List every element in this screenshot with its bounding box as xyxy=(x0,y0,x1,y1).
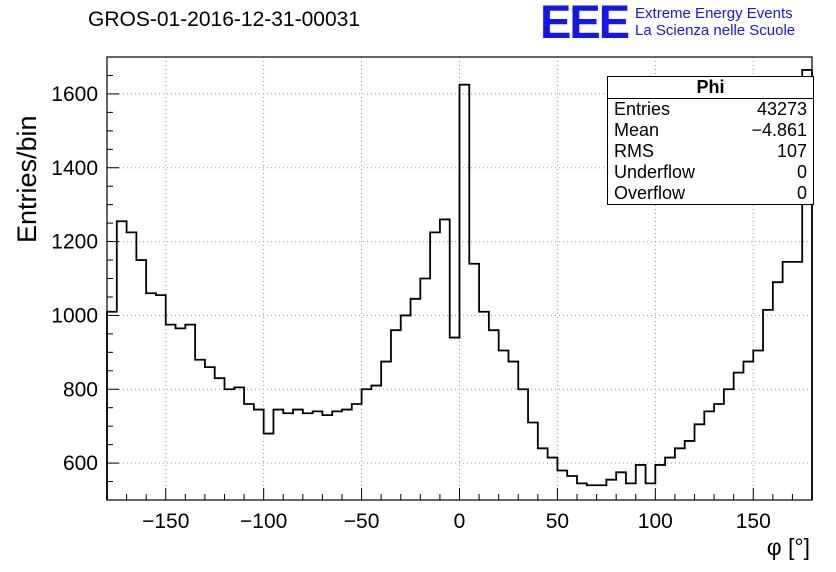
x-tick-label: 150 xyxy=(736,510,771,533)
stats-value: 0 xyxy=(796,183,807,203)
stats-box: Phi Entries 43273 Mean −4.861 RMS 107 Un… xyxy=(607,76,814,205)
x-tick-label: −100 xyxy=(240,510,287,533)
y-tick-label: 600 xyxy=(63,452,98,475)
x-tick-label: 0 xyxy=(454,510,466,533)
stats-label: Underflow xyxy=(614,162,696,182)
stats-value: 107 xyxy=(776,141,807,161)
eee-logo-text: Extreme Energy Events La Scienza nelle S… xyxy=(635,5,795,39)
x-tick-label: 50 xyxy=(546,510,569,533)
stats-label: RMS xyxy=(614,141,654,161)
plot-title: GROS-01-2016-12-31-00031 xyxy=(88,8,360,31)
stats-row-mean: Mean −4.861 xyxy=(608,120,813,141)
y-tick-label: 1200 xyxy=(51,231,98,254)
stats-label: Entries xyxy=(614,99,671,119)
stats-value: −4.861 xyxy=(751,120,807,140)
y-tick-label: 1000 xyxy=(51,304,98,327)
stats-value: 0 xyxy=(796,162,807,182)
histogram-line xyxy=(106,69,813,500)
x-axis-title: φ [°] xyxy=(766,534,810,560)
stats-row-underflow: Underflow 0 xyxy=(608,162,813,183)
y-tick-label: 800 xyxy=(63,378,98,401)
plot-frame xyxy=(106,56,813,501)
stats-row-overflow: Overflow 0 xyxy=(608,183,813,204)
stats-label: Overflow xyxy=(614,183,686,203)
stats-value: 43273 xyxy=(756,99,807,119)
y-tick-label: 1600 xyxy=(51,83,98,106)
eee-logo: EEE Extreme Energy Events La Scienza nel… xyxy=(540,0,795,48)
x-tick-label: 100 xyxy=(638,510,673,533)
stats-label: Mean xyxy=(614,120,660,140)
eee-logo-line1: Extreme Energy Events xyxy=(635,5,793,22)
x-tick-label: −50 xyxy=(344,510,380,533)
eee-logo-line2: La Scienza nelle Scuole xyxy=(635,22,796,39)
eee-logo-acronym: EEE xyxy=(540,0,630,48)
stats-title: Phi xyxy=(608,77,813,99)
stats-row-rms: RMS 107 xyxy=(608,141,813,162)
x-tick-label: −150 xyxy=(142,510,189,533)
y-tick-label: 1400 xyxy=(51,157,98,180)
stats-row-entries: Entries 43273 xyxy=(608,99,813,120)
